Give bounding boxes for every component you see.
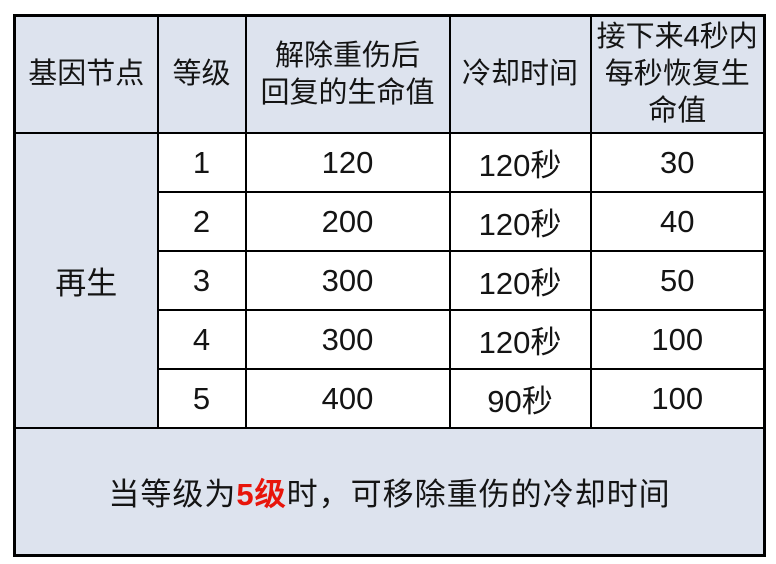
table-row-level-3: 3 300 120秒 50 — [15, 250, 766, 312]
table-row-level-5: 5 400 90秒 100 — [15, 368, 766, 430]
col-header-regen-per-second: 接下来4秒内 每秒恢复生 命值 — [589, 14, 766, 135]
cooldown-cell: 120秒 — [448, 250, 592, 312]
col-header-hp-restored: 解除重伤后 回复的生命值 — [244, 14, 451, 135]
header-row: 基因节点 等级 解除重伤后 回复的生命值 冷却时间 接下来4秒内 每秒恢复生 命… — [13, 14, 766, 135]
regen-cell: 30 — [589, 132, 766, 194]
level-cell: 1 — [156, 132, 247, 194]
cooldown-cell: 120秒 — [448, 191, 592, 253]
hp-cell: 120 — [244, 132, 451, 194]
table-row-level-1: 再生 1 120 120秒 30 — [13, 132, 766, 430]
hp-cell: 300 — [244, 250, 451, 312]
col-header-level: 等级 — [156, 14, 247, 135]
level-cell: 5 — [156, 368, 247, 430]
table-row-level-4: 4 300 120秒 100 — [15, 309, 766, 371]
col-header-gene-node: 基因节点 — [13, 14, 159, 135]
hp-cell: 400 — [244, 368, 451, 430]
col-header-cooldown: 冷却时间 — [448, 14, 592, 135]
footnote-cell: 当等级为5级时，可移除重伤的冷却时间 — [13, 427, 766, 557]
level-cell: 3 — [156, 250, 247, 312]
footnote-text-prefix: 当等级为 — [108, 477, 237, 513]
cooldown-cell: 120秒 — [448, 309, 592, 371]
footnote-text-suffix: 时，可移除重伤的冷却时间 — [286, 477, 671, 513]
gene-node-cell: 再生 — [13, 132, 159, 430]
footnote-row: 当等级为5级时，可移除重伤的冷却时间 — [13, 427, 766, 557]
regen-cell: 100 — [589, 309, 766, 371]
table-row-level-2: 2 200 120秒 40 — [15, 191, 766, 253]
regen-cell: 100 — [589, 368, 766, 430]
cooldown-cell: 90秒 — [448, 368, 592, 430]
cooldown-cell: 120秒 — [448, 132, 592, 194]
footnote-highlight-level: 5级 — [236, 477, 287, 513]
hp-cell: 300 — [244, 309, 451, 371]
gene-node-stats-table: 基因节点 等级 解除重伤后 回复的生命值 冷却时间 接下来4秒内 每秒恢复生 命… — [13, 14, 766, 557]
level-cell: 2 — [156, 191, 247, 253]
hp-cell: 200 — [244, 191, 451, 253]
regen-cell: 40 — [589, 191, 766, 253]
regen-cell: 50 — [589, 250, 766, 312]
level-cell: 4 — [156, 309, 247, 371]
